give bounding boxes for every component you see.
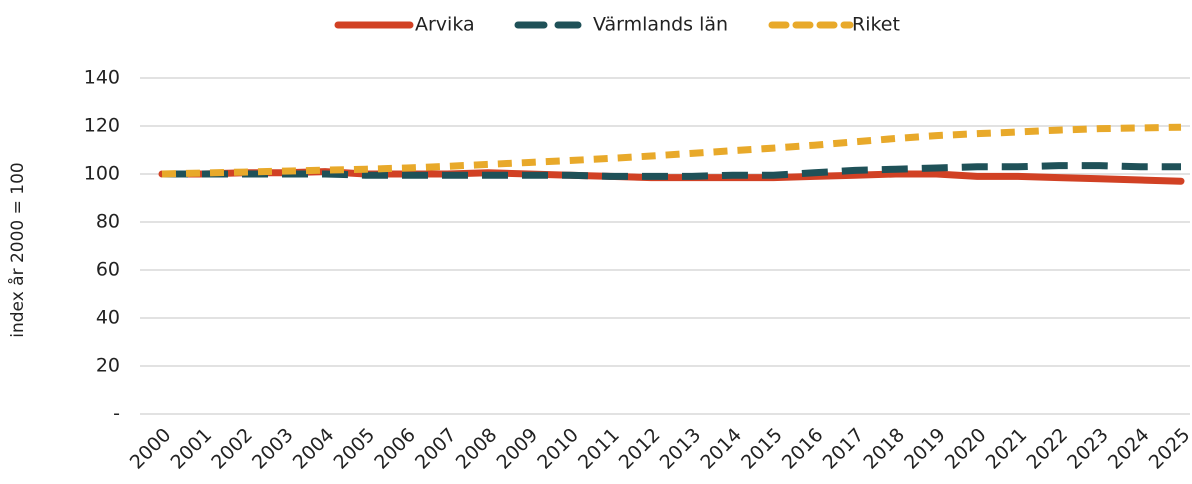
y-tick-label: 120 [84, 115, 120, 137]
y-axis-title: index år 2000 = 100 [7, 162, 28, 338]
x-tick-label: 2012 [615, 424, 665, 474]
x-tick-label: 2010 [533, 424, 583, 474]
x-tick-label: 2003 [248, 424, 298, 474]
x-tick-label: 2020 [941, 424, 991, 474]
x-tick-label: 2023 [1063, 424, 1113, 474]
x-tick-label: 2001 [166, 424, 216, 474]
y-tick-label: - [113, 403, 120, 425]
legend-label: Arvika [415, 14, 475, 36]
y-tick-label: 100 [84, 163, 120, 185]
y-tick-label: 140 [84, 67, 120, 89]
y-tick-label: 20 [96, 355, 120, 377]
x-tick-label: 2013 [656, 424, 706, 474]
x-tick-label: 2019 [900, 424, 950, 474]
y-tick-label: 40 [96, 307, 120, 329]
x-tick-label: 2005 [329, 424, 379, 474]
line-series [161, 123, 1182, 178]
x-tick-label: 2000 [126, 424, 176, 474]
x-tick-label: 2002 [207, 424, 257, 474]
legend-label: Värmlands län [593, 14, 728, 36]
x-tick-label: 2025 [1145, 424, 1192, 474]
x-tick-label: 2004 [289, 424, 339, 474]
x-tick-label: 2021 [982, 424, 1032, 474]
x-tick-label: 2016 [778, 424, 828, 474]
y-tick-label: 80 [96, 211, 120, 233]
x-tick-label: 2006 [370, 424, 420, 474]
line-series [162, 162, 1181, 180]
x-tick-label: 2014 [696, 424, 746, 474]
x-tick-label: 2018 [859, 424, 909, 474]
x-tick-label: 2011 [574, 424, 624, 474]
x-tick-label: 2007 [411, 424, 461, 474]
x-tick-label: 2017 [819, 424, 869, 474]
legend-label: Riket [852, 14, 900, 36]
x-tick-label: 2015 [737, 424, 787, 474]
x-tick-label: 2009 [493, 424, 543, 474]
y-tick-label: 60 [96, 259, 120, 281]
x-tick-label: 2024 [1104, 424, 1154, 474]
x-tick-label: 2008 [452, 424, 502, 474]
x-tick-label: 2022 [1022, 424, 1072, 474]
